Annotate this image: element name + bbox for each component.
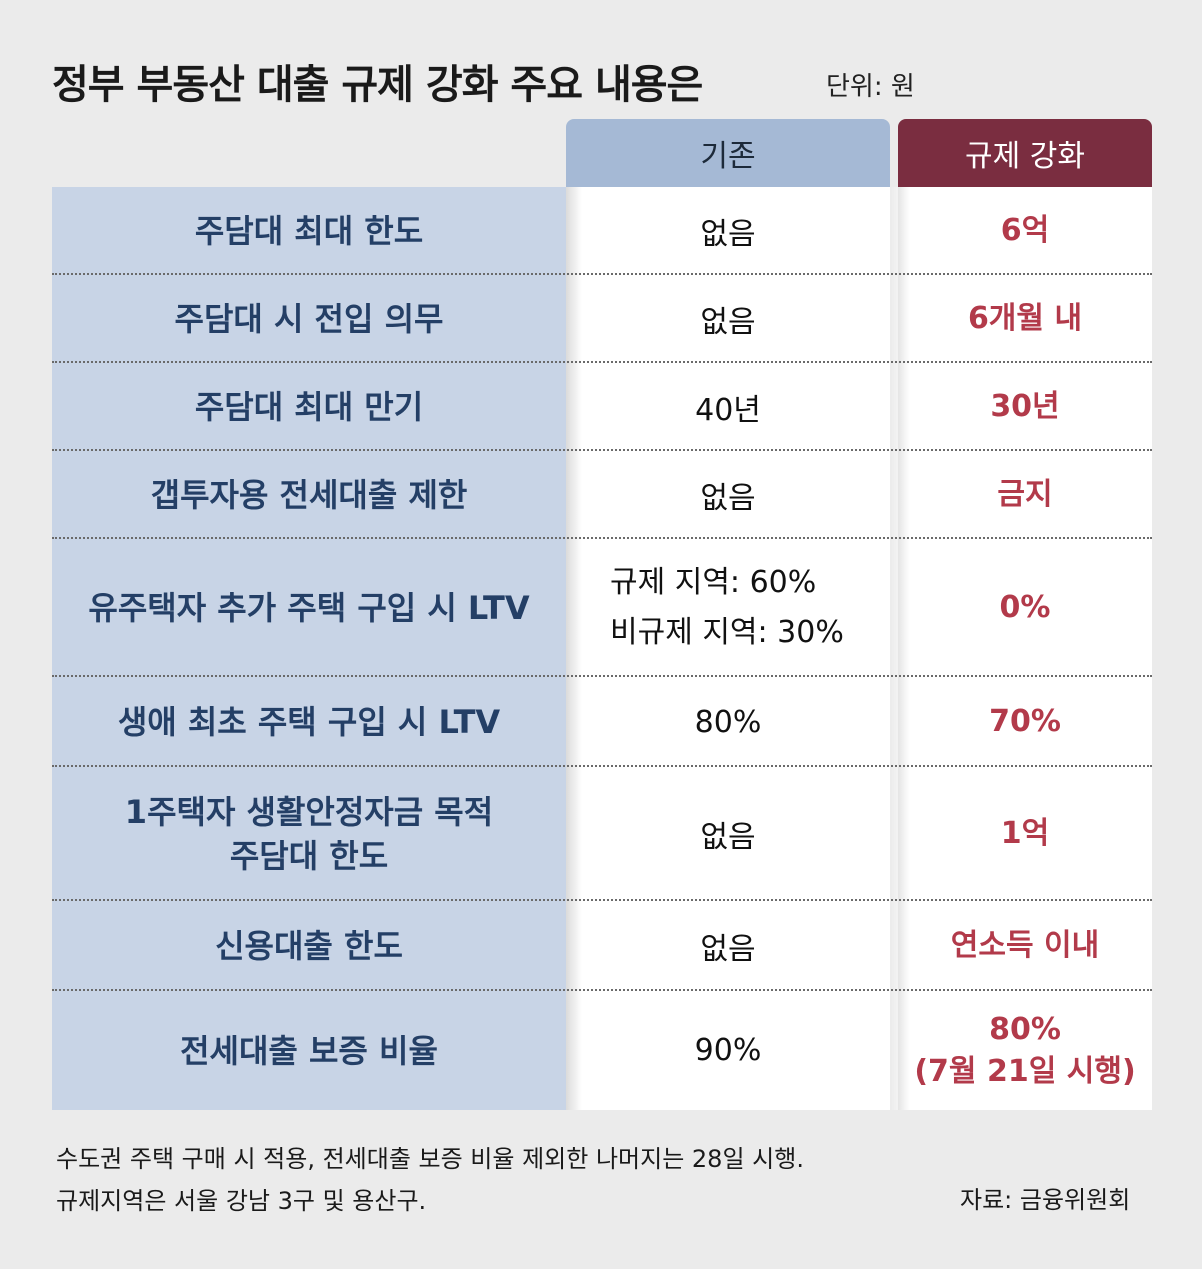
row-label: 생애 최초 주택 구입 시 LTV [52, 677, 566, 767]
strengthened-value-line: 0% [999, 590, 1051, 625]
existing-value-line: 없음 [700, 932, 756, 967]
row-divider [52, 675, 1152, 677]
existing-value: 40년 [566, 363, 890, 451]
page-title: 정부 부동산 대출 규제 강화 주요 내용은 [52, 62, 703, 108]
row-label-line: 신용대출 한도 [215, 927, 403, 965]
existing-value-line: 없음 [700, 820, 756, 855]
table-row: 주담대 최대 한도 없음 6억 [52, 187, 1152, 275]
strengthened-value-line: 6억 [1000, 213, 1050, 248]
row-label-line: 주담대 시 전입 의무 [174, 300, 444, 338]
strengthened-value-line: 연소득 이내 [950, 928, 1100, 963]
existing-value: 90% [566, 991, 890, 1110]
column-shadow [566, 187, 582, 1110]
existing-value: 없음 [566, 275, 890, 363]
table-row: 생애 최초 주택 구입 시 LTV 80% 70% [52, 677, 1152, 767]
existing-value-line: 없음 [700, 481, 756, 516]
comparison-table: 주담대 최대 한도 없음 6억 주담대 시 전입 의무 없음 6개월 내 주담대 최대 만기… [52, 187, 1152, 1110]
strengthened-value: 6억 [898, 187, 1152, 275]
row-divider [52, 989, 1152, 991]
existing-value: 없음 [566, 901, 890, 991]
row-divider [52, 361, 1152, 363]
row-label: 유주택자 추가 주택 구입 시 LTV [52, 539, 566, 677]
strengthened-value-line: 금지 [997, 477, 1053, 512]
row-label-line: 생애 최초 주택 구입 시 LTV [117, 703, 501, 741]
strengthened-value: 연소득 이내 [898, 901, 1152, 991]
strengthened-value-line: 80% [989, 1011, 1061, 1047]
row-divider [52, 273, 1152, 275]
table-row: 신용대출 한도 없음 연소득 이내 [52, 901, 1152, 991]
row-divider [52, 899, 1152, 901]
source-credit: 자료: 금융위원회 [960, 1186, 1131, 1214]
table-row: 전세대출 보증 비율 90% 80% (7월 21일 시행) [52, 991, 1152, 1110]
strengthened-value-line: 1억 [1000, 816, 1050, 851]
strengthened-value: 80% (7월 21일 시행) [898, 991, 1152, 1110]
row-label: 주담대 최대 한도 [52, 187, 566, 275]
existing-value-line: 40년 [695, 393, 761, 428]
row-label-line: 1주택자 생활안정자금 목적 [124, 793, 494, 831]
strengthened-value-line: (7월 21일 시행) [914, 1053, 1136, 1089]
existing-value-line: 비규제 지역: 30% [610, 615, 844, 650]
row-label-line: 주담대 한도 [229, 837, 389, 875]
row-label: 신용대출 한도 [52, 901, 566, 991]
column-header-existing: 기존 [566, 119, 890, 187]
existing-value-line: 규제 지역: 60% [610, 565, 817, 600]
existing-value: 없음 [566, 187, 890, 275]
footnote-line: 규제지역은 서울 강남 3구 및 용산구. [56, 1187, 427, 1215]
row-label-line: 유주택자 추가 주택 구입 시 LTV [88, 589, 530, 627]
row-label-line: 주담대 최대 한도 [194, 212, 424, 250]
label-column-background [52, 187, 566, 1110]
row-label-line: 전세대출 보증 비율 [180, 1031, 438, 1070]
strengthened-value-line: 70% [989, 704, 1061, 739]
strengthened-value: 금지 [898, 451, 1152, 539]
unit-label: 단위: 원 [826, 72, 915, 102]
footnote: 수도권 주택 구매 시 적용, 전세대출 보증 비율 제외한 나머지는 28일 … [56, 1138, 804, 1222]
row-label: 주담대 최대 만기 [52, 363, 566, 451]
row-divider [52, 537, 1152, 539]
strengthened-value: 1억 [898, 767, 1152, 901]
column-gap [890, 187, 898, 1110]
table-row: 유주택자 추가 주택 구입 시 LTV 규제 지역: 60% 비규제 지역: 30%… [52, 539, 1152, 677]
existing-value: 80% [566, 677, 890, 767]
existing-value-line: 없음 [700, 217, 756, 252]
row-label-line: 주담대 최대 만기 [194, 388, 424, 426]
strengthened-value-line: 6개월 내 [967, 301, 1083, 336]
strengthened-value: 70% [898, 677, 1152, 767]
existing-value: 없음 [566, 451, 890, 539]
strengthened-value-line: 30년 [990, 389, 1060, 424]
existing-value-line: 90% [694, 1033, 762, 1068]
table-row: 갭투자용 전세대출 제한 없음 금지 [52, 451, 1152, 539]
row-label: 주담대 시 전입 의무 [52, 275, 566, 363]
strengthened-value: 6개월 내 [898, 275, 1152, 363]
column-shadow [898, 187, 910, 1110]
footnote-line: 수도권 주택 구매 시 적용, 전세대출 보증 비율 제외한 나머지는 28일 … [56, 1145, 804, 1173]
existing-value: 없음 [566, 767, 890, 901]
strengthened-value: 0% [898, 539, 1152, 677]
row-divider [52, 765, 1152, 767]
row-label: 전세대출 보증 비율 [52, 991, 566, 1110]
existing-value-line: 없음 [700, 305, 756, 340]
row-label-line: 갭투자용 전세대출 제한 [150, 476, 468, 514]
existing-value: 규제 지역: 60% 비규제 지역: 30% [566, 539, 890, 677]
existing-value-line: 80% [694, 704, 762, 740]
row-label: 갭투자용 전세대출 제한 [52, 451, 566, 539]
column-header-strengthened: 규제 강화 [898, 119, 1152, 187]
strengthened-value: 30년 [898, 363, 1152, 451]
row-divider [52, 449, 1152, 451]
table-row: 주담대 최대 만기 40년 30년 [52, 363, 1152, 451]
table-row: 주담대 시 전입 의무 없음 6개월 내 [52, 275, 1152, 363]
